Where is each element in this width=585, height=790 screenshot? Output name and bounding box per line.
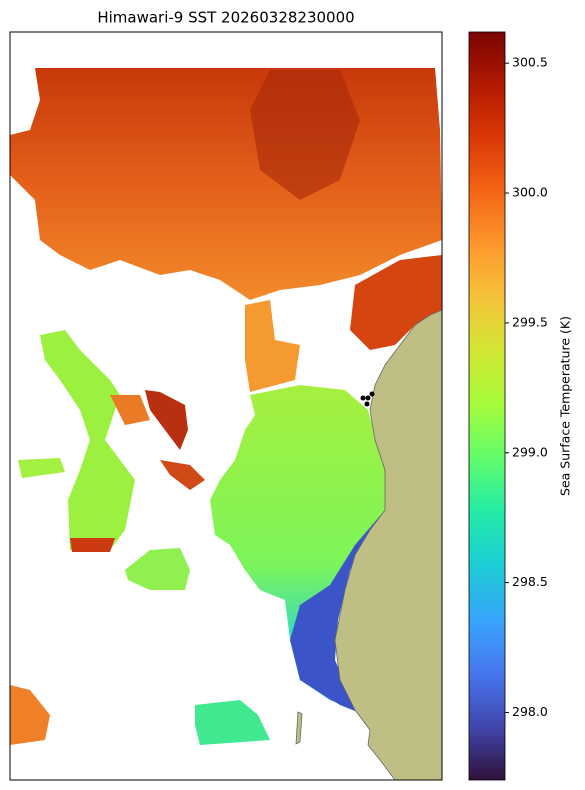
sst-field [70, 538, 115, 552]
sst-field [40, 330, 135, 550]
map-title: Himawari-9 SST 20260328230000 [97, 9, 354, 27]
sst-field [160, 460, 205, 490]
colorbar-tick-label: 298.0 [512, 704, 548, 719]
colorbar-tick-label: 300.0 [512, 185, 548, 200]
sst-field [10, 685, 50, 745]
sst-field-warm [250, 70, 360, 200]
sst-field-cool [290, 510, 385, 715]
colorbar-tick-label: 298.5 [512, 574, 548, 589]
land [334, 309, 442, 780]
station [369, 391, 375, 397]
sst-field [10, 68, 442, 300]
station [364, 401, 370, 407]
colorbar-label: Sea Surface Temperature (K) [558, 316, 573, 496]
station-markers [360, 391, 375, 407]
colorbar-tick-label: 300.5 [512, 55, 548, 70]
map-frame [9, 31, 443, 781]
sst-field [210, 385, 388, 712]
sst-field [18, 458, 65, 478]
map-area [10, 68, 442, 780]
station [360, 395, 366, 401]
sst-field [145, 390, 188, 450]
sst-field [110, 395, 150, 425]
sst-field [245, 300, 300, 392]
colorbar-tick-label: 299.5 [512, 314, 548, 329]
station [365, 395, 371, 401]
sst-field [125, 548, 190, 590]
sst-field [350, 255, 442, 350]
island [295, 711, 303, 745]
colorbar-tick-label: 299.0 [512, 444, 548, 459]
colorbar [468, 31, 506, 781]
sst-field [195, 700, 270, 745]
